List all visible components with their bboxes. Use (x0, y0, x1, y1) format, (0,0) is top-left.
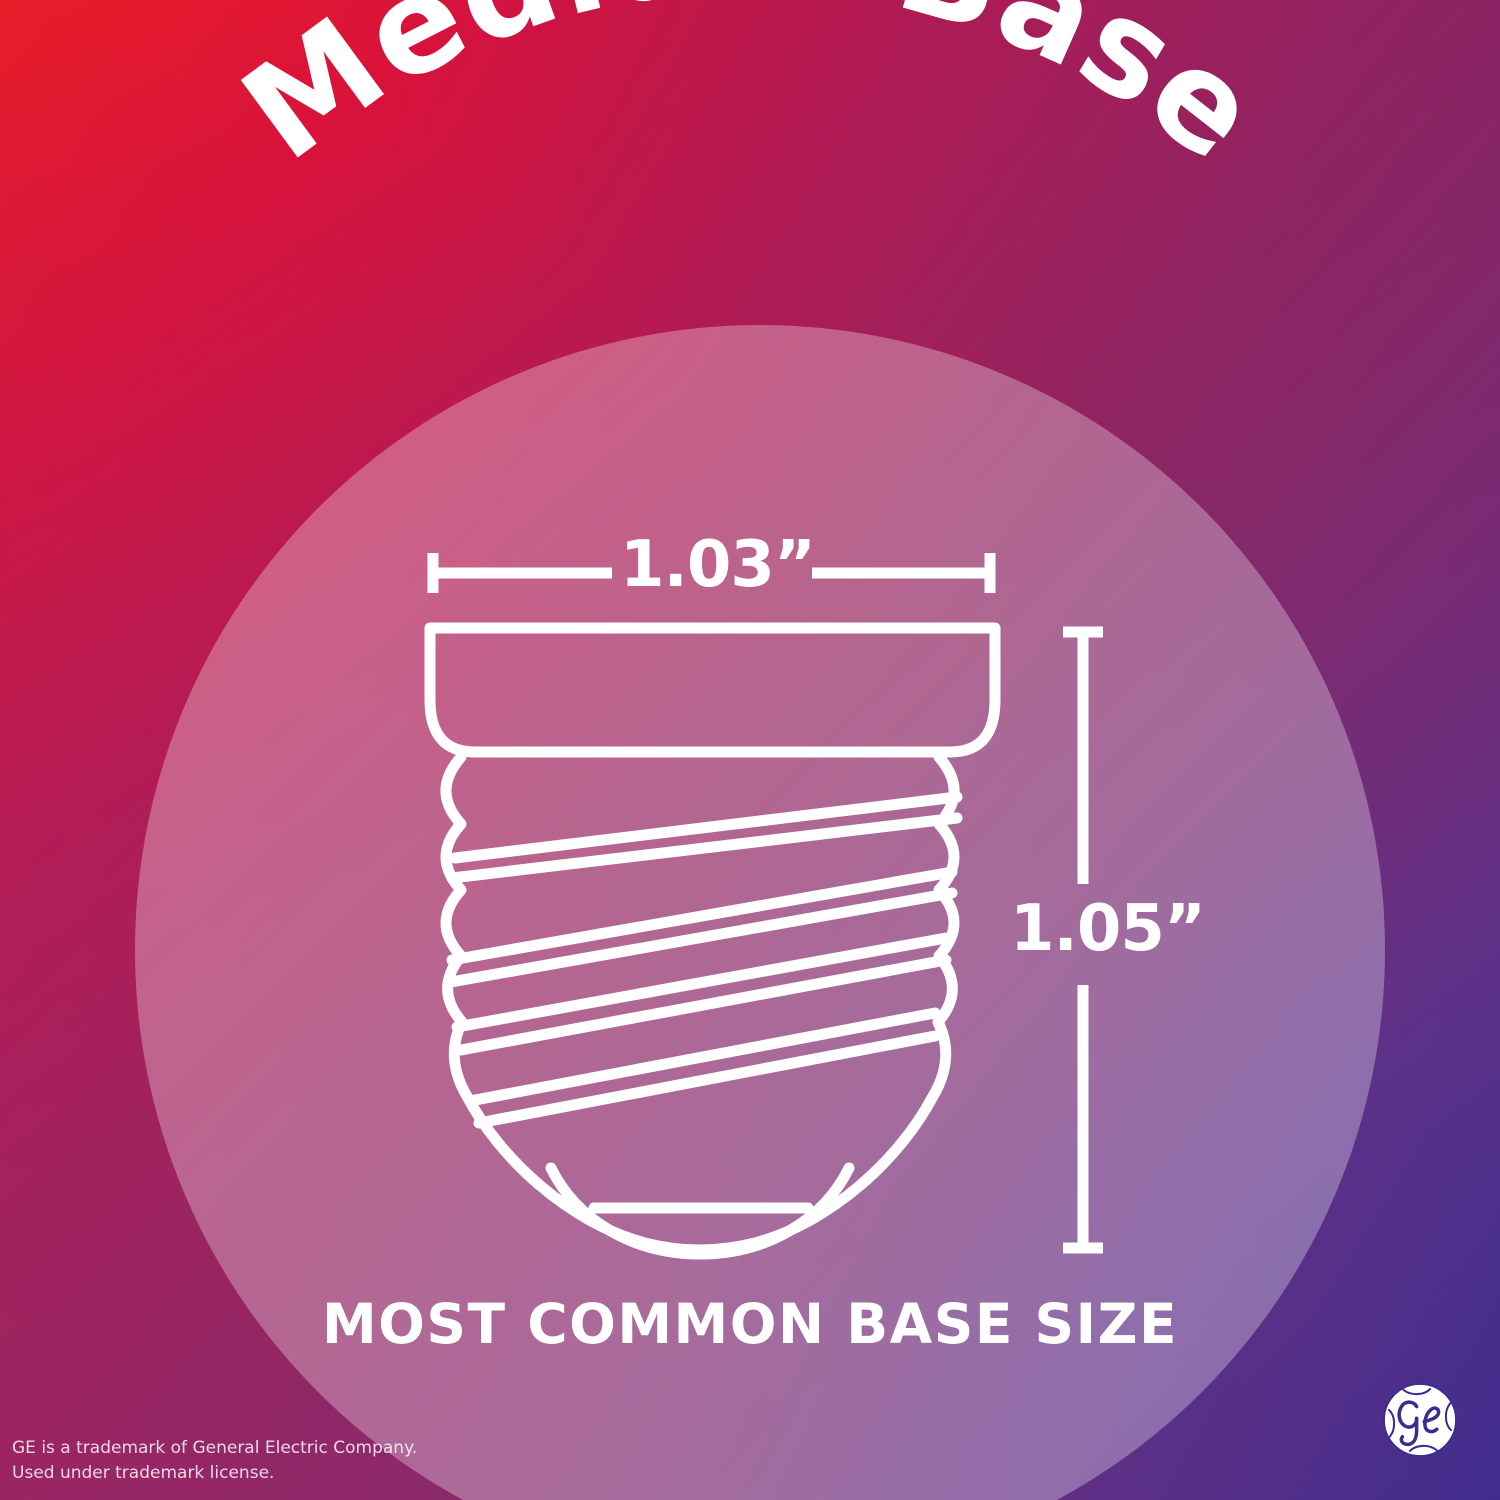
legal-notice: GE is a trademark of General Electric Co… (12, 1436, 417, 1485)
legal-line-1: GE is a trademark of General Electric Co… (12, 1438, 418, 1458)
legal-line-2: Used under trademark license. (12, 1462, 275, 1483)
height-dimension-label: 1.05” (1010, 892, 1206, 966)
ge-logo-icon (1378, 1378, 1462, 1462)
headline-arc: Medium Base (0, 0, 1500, 420)
caption-text: MOST COMMON BASE SIZE (321, 1292, 1179, 1356)
page-title: Medium Base (216, 0, 1286, 191)
width-dimension-label: 1.03” (620, 528, 816, 602)
